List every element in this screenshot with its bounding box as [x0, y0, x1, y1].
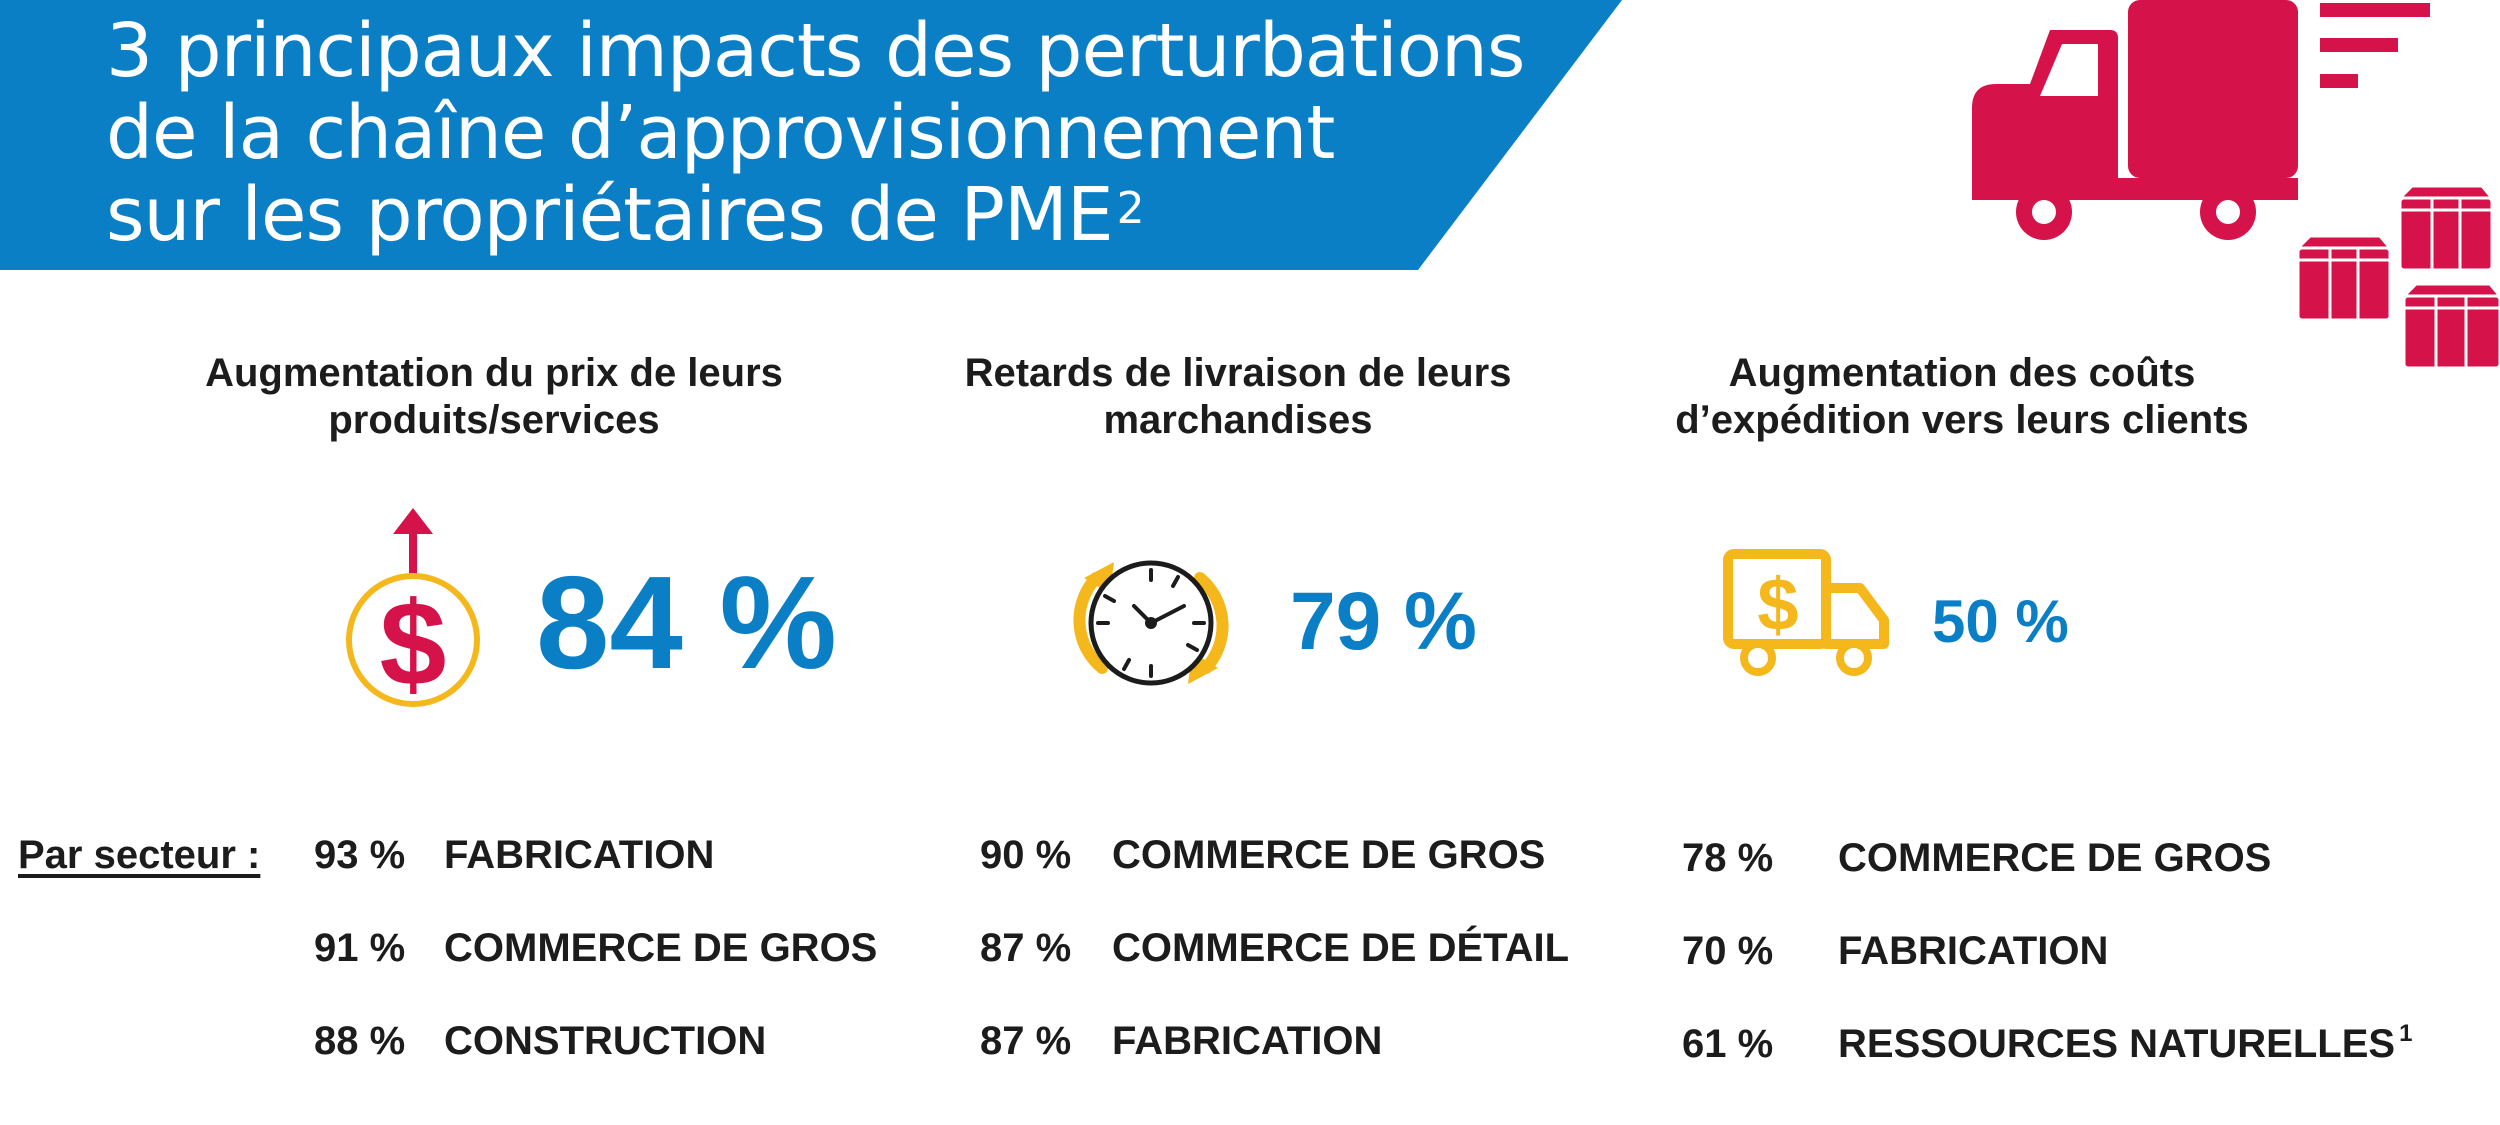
- impact-3-heading-line-1: Augmentation des coûts: [1728, 351, 2196, 395]
- title-footnote: 2: [1116, 183, 1145, 234]
- sector-pct: 88 %: [314, 1019, 406, 1063]
- sector-pct: 61 %: [1682, 1022, 1774, 1066]
- boxes-icon: [2294, 184, 2500, 370]
- sector-name: RESSOURCES NATURELLES 1: [1838, 1020, 2413, 1067]
- impact-1-heading: Augmentation du prix de leurs produits/s…: [134, 350, 854, 444]
- title-line-2: de la chaîne d’approvisionnement: [106, 90, 1335, 176]
- sector-pct: 90 %: [980, 833, 1072, 877]
- title-line-1: 3 principaux impacts des perturbations: [106, 8, 1525, 94]
- speed-lines: [2320, 3, 2430, 88]
- title-line-3: sur les propriétaires de PME: [106, 172, 1114, 258]
- sector-label: Par secteur :: [18, 833, 261, 877]
- sector-name: COMMERCE DE GROS: [444, 926, 878, 970]
- impact-2-heading-line-1: Retards de livraison de leurs: [964, 351, 1512, 395]
- sector-pct: 93 %: [314, 833, 406, 877]
- impact-3-heading-line-2: d’expédition vers leurs clients: [1675, 398, 2249, 442]
- sector-name: CONSTRUCTION: [444, 1019, 767, 1063]
- sector-pct: 87 %: [980, 1019, 1072, 1063]
- svg-text:$: $: [1757, 563, 1798, 646]
- impact-3-value: 50 %: [1932, 588, 2069, 655]
- impact-1-value: 84 %: [536, 549, 837, 696]
- sector-name-text: RESSOURCES NATURELLES: [1838, 1022, 2396, 1066]
- sector-name: FABRICATION: [444, 833, 715, 877]
- sector-pct: 70 %: [1682, 929, 1774, 973]
- sector-pct: 91 %: [314, 926, 406, 970]
- title-banner: [0, 0, 1622, 270]
- page-title: 3 principaux impacts des perturbations d…: [106, 8, 1525, 258]
- impact-2-value: 79 %: [1290, 576, 1477, 667]
- truck-boxes-illustration: [1972, 0, 2500, 370]
- sector-pct: 87 %: [980, 926, 1072, 970]
- impact-2-heading-line-2: marchandises: [1103, 398, 1373, 442]
- clock-cycle-icon: [1073, 560, 1229, 686]
- impact-2-heading: Retards de livraison de leurs marchandis…: [878, 350, 1598, 444]
- impact-1-heading-line-2: produits/services: [328, 398, 660, 442]
- impact-3-heading: Augmentation des coûts d’expédition vers…: [1602, 350, 2322, 444]
- sector-footnote: 1: [2399, 1020, 2413, 1047]
- dollar-up-arrow-icon: $: [346, 508, 480, 711]
- delivery-truck-icon: [1972, 0, 2298, 240]
- sector-name: COMMERCE DE DÉTAIL: [1112, 926, 1570, 970]
- impact-1-heading-line-1: Augmentation du prix de leurs: [205, 351, 783, 395]
- sector-name: FABRICATION: [1112, 1019, 1383, 1063]
- sector-name: COMMERCE DE GROS: [1838, 836, 2272, 880]
- svg-text:$: $: [380, 577, 447, 711]
- sector-name: FABRICATION: [1838, 929, 2109, 973]
- delivery-truck-dollar-icon: $: [1723, 549, 1889, 676]
- sector-pct: 78 %: [1682, 836, 1774, 880]
- sector-name: COMMERCE DE GROS: [1112, 833, 1546, 877]
